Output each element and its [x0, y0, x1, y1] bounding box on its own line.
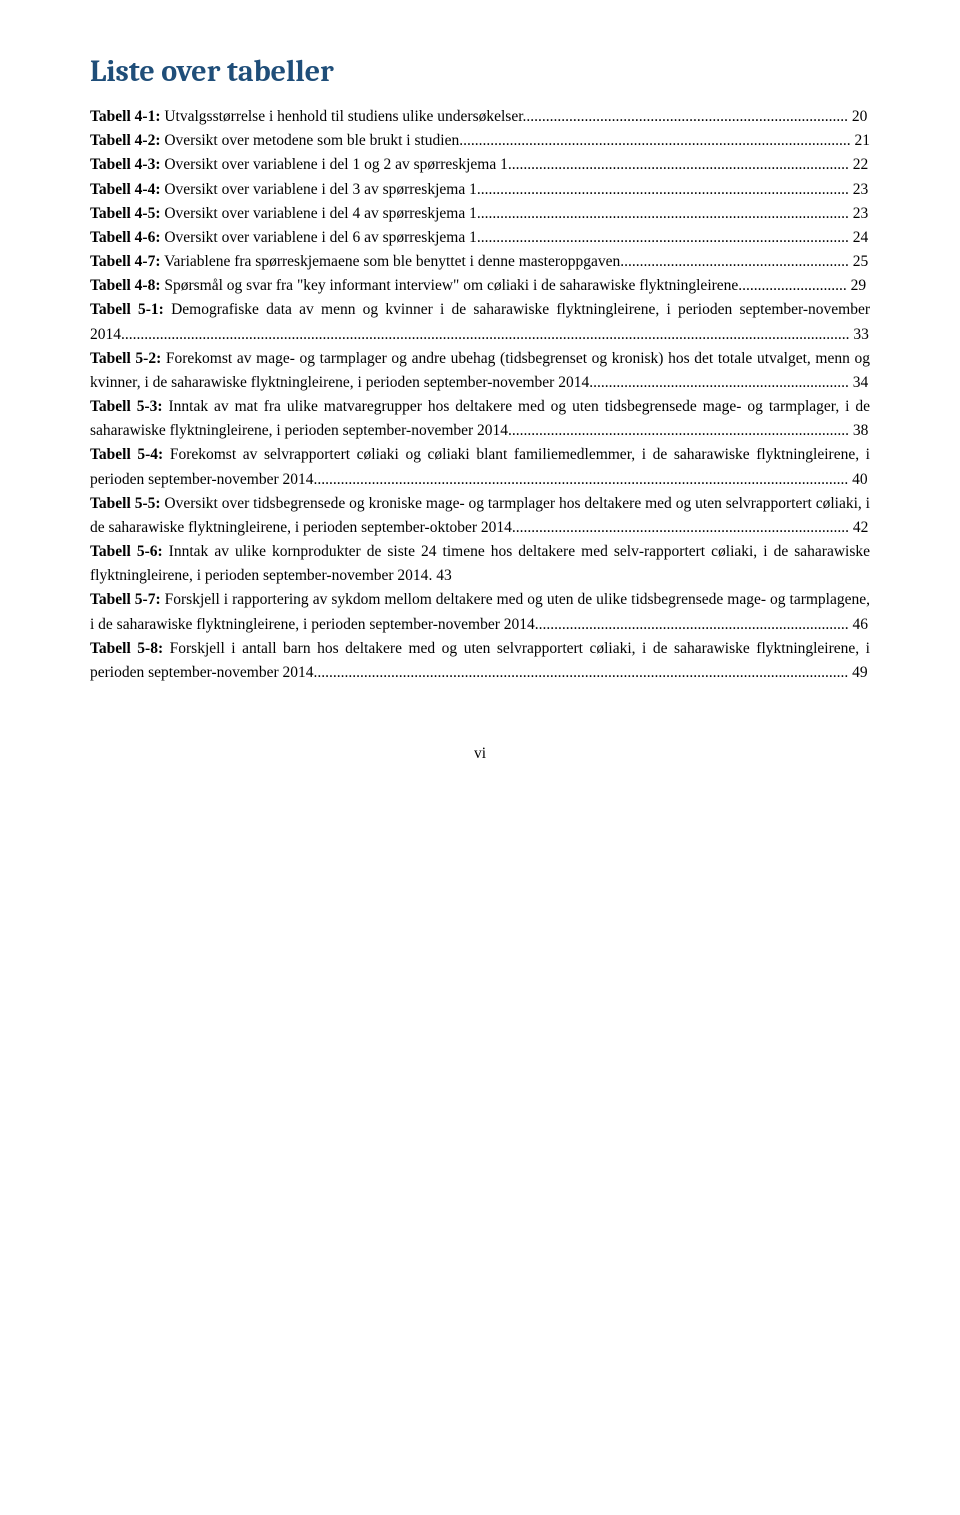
toc-entry-text: Oversikt over variablene i del 6 av spør…: [160, 229, 476, 246]
toc-entry-leader: ........................................…: [314, 471, 849, 488]
toc-entry-text: Oversikt over variablene i del 3 av spør…: [160, 181, 476, 198]
toc-entry-page: 25: [849, 253, 868, 270]
toc-entry-label: Tabell 5-7:: [90, 591, 161, 608]
toc-entry-leader: ........................................…: [121, 326, 850, 343]
toc-entry: Tabell 5-2: Forekomst av mage- og tarmpl…: [90, 347, 870, 395]
toc-entry-label: Tabell 5-4:: [90, 446, 163, 463]
toc-entry-page: 40: [848, 471, 867, 488]
toc-entry-label: Tabell 4-4:: [90, 181, 160, 198]
toc-entry-page: 43: [432, 567, 451, 584]
toc-entry-label: Tabell 5-3:: [90, 398, 163, 415]
toc-entry-leader: ........................................…: [459, 132, 850, 149]
toc-entry-page: 33: [850, 326, 869, 343]
toc-entry-label: Tabell 4-1:: [90, 108, 160, 125]
toc-entry-text: Utvalgsstørrelse i henhold til studiens …: [160, 108, 522, 125]
toc-entry-label: Tabell 4-5:: [90, 205, 160, 222]
toc-entry-leader: ........................................…: [589, 374, 849, 391]
toc-entry-label: Tabell 4-3:: [90, 156, 160, 173]
toc-entry-page: 21: [851, 132, 870, 149]
page-title: Liste over tabeller: [90, 54, 870, 89]
toc-entry-label: Tabell 4-7:: [90, 253, 160, 270]
toc-entry: Tabell 4-1: Utvalgsstørrelse i henhold t…: [90, 105, 870, 129]
toc-entry-leader: ........................................…: [314, 664, 849, 681]
toc-entry: Tabell 4-4: Oversikt over variablene i d…: [90, 178, 870, 202]
toc-entry-page: 24: [849, 229, 868, 246]
toc-entry-leader: ........................................…: [477, 205, 849, 222]
toc-entry: Tabell 4-2: Oversikt over metodene som b…: [90, 129, 870, 153]
toc-entry-label: Tabell 5-8:: [90, 640, 163, 657]
toc-entry-label: Tabell 5-5:: [90, 495, 161, 512]
toc-entry-leader: ........................................…: [523, 108, 849, 125]
toc-entry-leader: ........................................…: [512, 519, 849, 536]
toc-entry-leader: ........................................…: [535, 616, 849, 633]
toc-entry-page: 29: [847, 277, 866, 294]
toc-entry-page: 38: [849, 422, 868, 439]
toc-entry-label: Tabell 5-2:: [90, 350, 161, 367]
toc-entry: Tabell 5-4: Forekomst av selvrapportert …: [90, 443, 870, 491]
page-number-roman: vi: [90, 745, 870, 763]
toc-entry-leader: ........................................…: [477, 181, 849, 198]
toc-entry-page: 22: [849, 156, 868, 173]
toc-entry-text: Oversikt over metodene som ble brukt i s…: [160, 132, 459, 149]
toc-entry-leader: ........................................…: [620, 253, 849, 270]
toc-entry-label: Tabell 4-6:: [90, 229, 160, 246]
toc-entry-page: 46: [849, 616, 868, 633]
toc-entry-page: 42: [849, 519, 868, 536]
table-of-contents: Tabell 4-1: Utvalgsstørrelse i henhold t…: [90, 105, 870, 685]
toc-entry: Tabell 4-7: Variablene fra spørreskjemae…: [90, 250, 870, 274]
toc-entry: Tabell 4-6: Oversikt over variablene i d…: [90, 226, 870, 250]
toc-entry-page: 49: [848, 664, 867, 681]
toc-entry: Tabell 5-7: Forskjell i rapportering av …: [90, 588, 870, 636]
toc-entry: Tabell 4-3: Oversikt over variablene i d…: [90, 153, 870, 177]
toc-entry: Tabell 5-3: Inntak av mat fra ulike matv…: [90, 395, 870, 443]
toc-entry-label: Tabell 4-8:: [90, 277, 160, 294]
toc-entry-page: 23: [849, 181, 868, 198]
toc-entry-page: 23: [849, 205, 868, 222]
toc-entry-label: Tabell 5-1:: [90, 301, 164, 318]
toc-entry-text: Variablene fra spørreskjemaene som ble b…: [160, 253, 620, 270]
toc-entry: Tabell 4-5: Oversikt over variablene i d…: [90, 202, 870, 226]
toc-entry-label: Tabell 5-6:: [90, 543, 163, 560]
toc-entry-page: 34: [849, 374, 868, 391]
toc-entry: Tabell 5-1: Demografiske data av menn og…: [90, 298, 870, 346]
toc-entry-leader: ........................................…: [477, 229, 849, 246]
toc-entry-page: 20: [848, 108, 867, 125]
toc-entry-text: Inntak av ulike kornprodukter de siste 2…: [90, 543, 870, 584]
toc-entry-leader: ........................................…: [508, 156, 849, 173]
toc-entry-text: Spørsmål og svar fra "key informant inte…: [160, 277, 738, 294]
toc-entry: Tabell 5-8: Forskjell i antall barn hos …: [90, 637, 870, 685]
toc-entry-text: Oversikt over variablene i del 4 av spør…: [160, 205, 476, 222]
toc-entry: Tabell 4-8: Spørsmål og svar fra "key in…: [90, 274, 870, 298]
toc-entry-leader: ........................................…: [508, 422, 849, 439]
toc-entry-text: Oversikt over variablene i del 1 og 2 av…: [160, 156, 507, 173]
toc-entry-leader: ............................: [738, 277, 847, 294]
toc-entry: Tabell 5-5: Oversikt over tidsbegrensede…: [90, 492, 870, 540]
toc-entry-label: Tabell 4-2:: [90, 132, 160, 149]
toc-entry: Tabell 5-6: Inntak av ulike kornprodukte…: [90, 540, 870, 588]
